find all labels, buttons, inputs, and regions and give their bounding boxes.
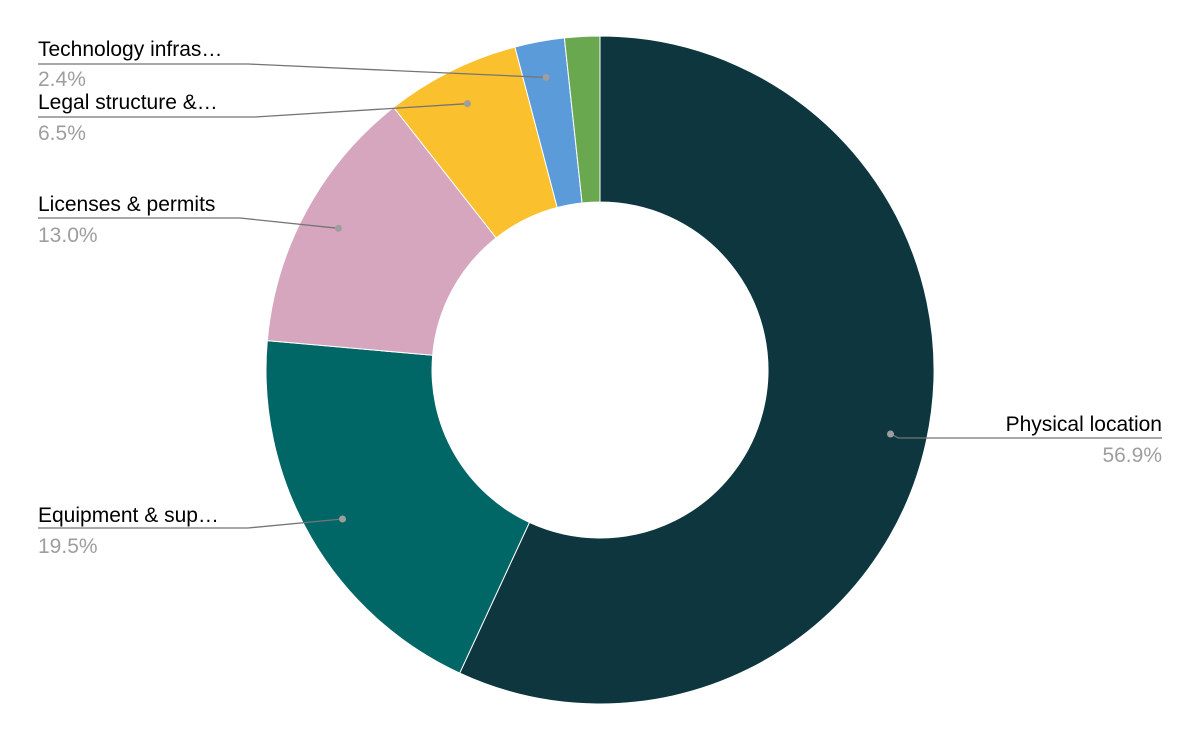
leader-lines-layer [38, 63, 1162, 529]
slice-equipment-sup[interactable] [265, 340, 531, 674]
slice-slice-5[interactable] [563, 35, 601, 204]
leader-line-equipment-sup [38, 518, 343, 529]
slice-value-equipment-sup: 19.5% [38, 535, 98, 558]
slice-physical-location[interactable] [459, 35, 935, 705]
slice-value-physical-location: 56.9% [1102, 444, 1162, 467]
leader-dot-physical-location [887, 430, 895, 438]
leader-line-licenses-permits [38, 217, 339, 229]
slice-label-equipment-sup: Equipment & sup… [38, 504, 219, 527]
slice-value-licenses-permits: 13.0% [38, 224, 98, 247]
leader-line-technology-infras [38, 63, 547, 79]
slice-value-legal-structure: 6.5% [38, 122, 86, 145]
leader-dot-equipment-sup [339, 515, 347, 523]
leader-dot-licenses-permits [334, 224, 342, 232]
labels-layer: Physical location 56.9% Equipment & sup… 19… [38, 38, 1162, 558]
slice-label-physical-location: Physical location [1006, 413, 1162, 436]
slice-label-licenses-permits: Licenses & permits [38, 193, 215, 216]
slice-label-legal-structure: Legal structure &… [38, 91, 218, 114]
slice-value-technology-infras: 2.4% [38, 68, 86, 91]
slice-label-technology-infras: Technology infras… [38, 38, 222, 61]
leader-dot-legal-structure [463, 100, 471, 108]
leader-dot-technology-infras [542, 73, 550, 81]
leader-line-legal-structure [38, 103, 468, 118]
slice-licenses-permits[interactable] [266, 106, 497, 356]
slices-layer [265, 35, 935, 705]
